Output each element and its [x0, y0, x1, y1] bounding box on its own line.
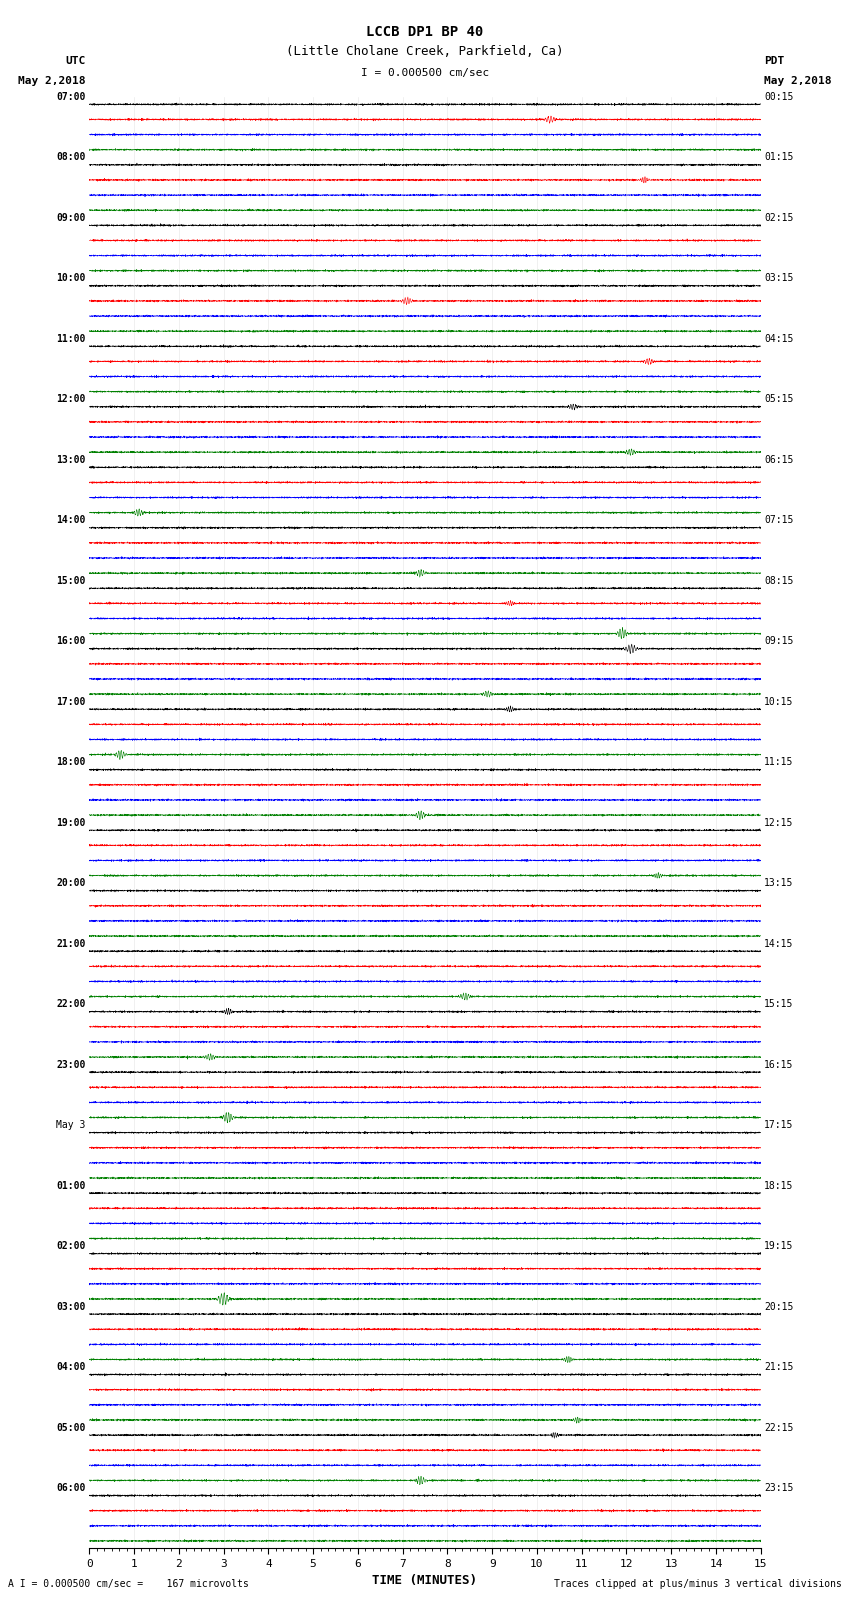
Text: 02:15: 02:15: [764, 213, 794, 223]
Text: 19:00: 19:00: [56, 818, 86, 827]
Text: 13:15: 13:15: [764, 877, 794, 889]
Text: 14:00: 14:00: [56, 515, 86, 526]
Text: 20:00: 20:00: [56, 877, 86, 889]
Text: 02:00: 02:00: [56, 1240, 86, 1252]
Text: 14:15: 14:15: [764, 939, 794, 948]
Text: 05:00: 05:00: [56, 1423, 86, 1432]
Text: 01:15: 01:15: [764, 152, 794, 163]
Text: 13:00: 13:00: [56, 455, 86, 465]
Text: 22:15: 22:15: [764, 1423, 794, 1432]
Text: UTC: UTC: [65, 56, 86, 66]
Text: 19:15: 19:15: [764, 1240, 794, 1252]
Text: 22:00: 22:00: [56, 998, 86, 1010]
Text: May 2,2018: May 2,2018: [764, 76, 831, 85]
Text: 21:15: 21:15: [764, 1361, 794, 1373]
Text: 10:15: 10:15: [764, 697, 794, 706]
Text: 06:00: 06:00: [56, 1482, 86, 1494]
Text: 03:00: 03:00: [56, 1302, 86, 1311]
Text: 23:15: 23:15: [764, 1482, 794, 1494]
Text: May 3: May 3: [56, 1119, 86, 1131]
Text: 04:15: 04:15: [764, 334, 794, 344]
Text: 15:15: 15:15: [764, 998, 794, 1010]
Text: 08:00: 08:00: [56, 152, 86, 163]
Text: 10:00: 10:00: [56, 273, 86, 284]
Text: 18:00: 18:00: [56, 756, 86, 768]
Text: Traces clipped at plus/minus 3 vertical divisions: Traces clipped at plus/minus 3 vertical …: [553, 1579, 842, 1589]
Text: 17:15: 17:15: [764, 1119, 794, 1131]
Text: 21:00: 21:00: [56, 939, 86, 948]
Text: 11:00: 11:00: [56, 334, 86, 344]
Text: 11:15: 11:15: [764, 756, 794, 768]
Text: 00:15: 00:15: [764, 92, 794, 102]
Text: A I = 0.000500 cm/sec =    167 microvolts: A I = 0.000500 cm/sec = 167 microvolts: [8, 1579, 249, 1589]
Text: 09:15: 09:15: [764, 636, 794, 647]
Text: 01:00: 01:00: [56, 1181, 86, 1190]
X-axis label: TIME (MINUTES): TIME (MINUTES): [372, 1574, 478, 1587]
Text: 15:00: 15:00: [56, 576, 86, 586]
Text: 05:15: 05:15: [764, 394, 794, 405]
Text: 20:15: 20:15: [764, 1302, 794, 1311]
Text: 06:15: 06:15: [764, 455, 794, 465]
Text: 23:00: 23:00: [56, 1060, 86, 1069]
Text: 17:00: 17:00: [56, 697, 86, 706]
Text: LCCB DP1 BP 40: LCCB DP1 BP 40: [366, 26, 484, 39]
Text: May 2,2018: May 2,2018: [19, 76, 86, 85]
Text: 07:15: 07:15: [764, 515, 794, 526]
Text: 16:15: 16:15: [764, 1060, 794, 1069]
Text: 09:00: 09:00: [56, 213, 86, 223]
Text: 08:15: 08:15: [764, 576, 794, 586]
Text: 04:00: 04:00: [56, 1361, 86, 1373]
Text: 12:00: 12:00: [56, 394, 86, 405]
Text: (Little Cholane Creek, Parkfield, Ca): (Little Cholane Creek, Parkfield, Ca): [286, 45, 564, 58]
Text: 18:15: 18:15: [764, 1181, 794, 1190]
Text: 03:15: 03:15: [764, 273, 794, 284]
Text: PDT: PDT: [764, 56, 785, 66]
Text: 16:00: 16:00: [56, 636, 86, 647]
Text: 07:00: 07:00: [56, 92, 86, 102]
Text: 12:15: 12:15: [764, 818, 794, 827]
Text: I = 0.000500 cm/sec: I = 0.000500 cm/sec: [361, 68, 489, 77]
